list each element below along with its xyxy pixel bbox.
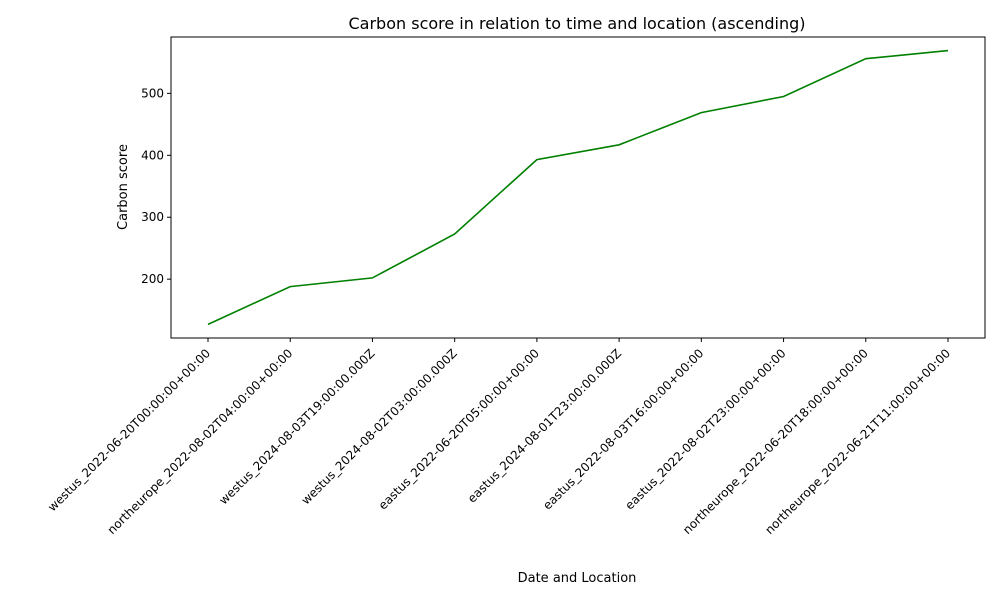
- y-tick-label: 400: [141, 148, 164, 162]
- y-axis: 200 300 400 500: [141, 86, 171, 286]
- axes-frame: [170, 36, 986, 339]
- x-tick-label: westus_2024-08-03T19:00:00.000Z: [216, 346, 377, 507]
- series-line-0: [207, 49, 949, 326]
- y-tick-label: 500: [141, 86, 164, 100]
- x-tick-label: westus_2024-08-02T03:00:00.000Z: [299, 346, 460, 507]
- x-tick-label: eastus_2024-08-01T23:00:00.000Z: [465, 346, 624, 505]
- x-tick-label: northeurope_2022-08-02T04:00:00+00:00: [105, 346, 296, 537]
- x-tick-label: northeurope_2022-06-20T18:00:00+00:00: [680, 346, 871, 537]
- x-axis: westus_2022-06-20T00:00:00+00:00northeur…: [45, 338, 953, 537]
- y-tick-label: 200: [141, 272, 164, 286]
- x-axis-label: Date and Location: [518, 571, 637, 586]
- chart-title: Carbon score in relation to time and loc…: [349, 14, 806, 33]
- x-tick-label: westus_2022-06-20T00:00:00+00:00: [45, 346, 213, 514]
- y-axis-label: Carbon score: [116, 144, 131, 230]
- x-tick-label: eastus_2022-08-02T23:00:00+00:00: [622, 346, 788, 512]
- x-tick-label: eastus_2022-06-20T05:00:00+00:00: [376, 346, 542, 512]
- x-tick-label: eastus_2022-08-03T16:00:00+00:00: [540, 346, 706, 512]
- x-tick-label: northeurope_2022-06-21T11:00:00+00:00: [762, 346, 953, 537]
- y-tick-label: 300: [141, 210, 164, 224]
- plot-area: [170, 36, 986, 339]
